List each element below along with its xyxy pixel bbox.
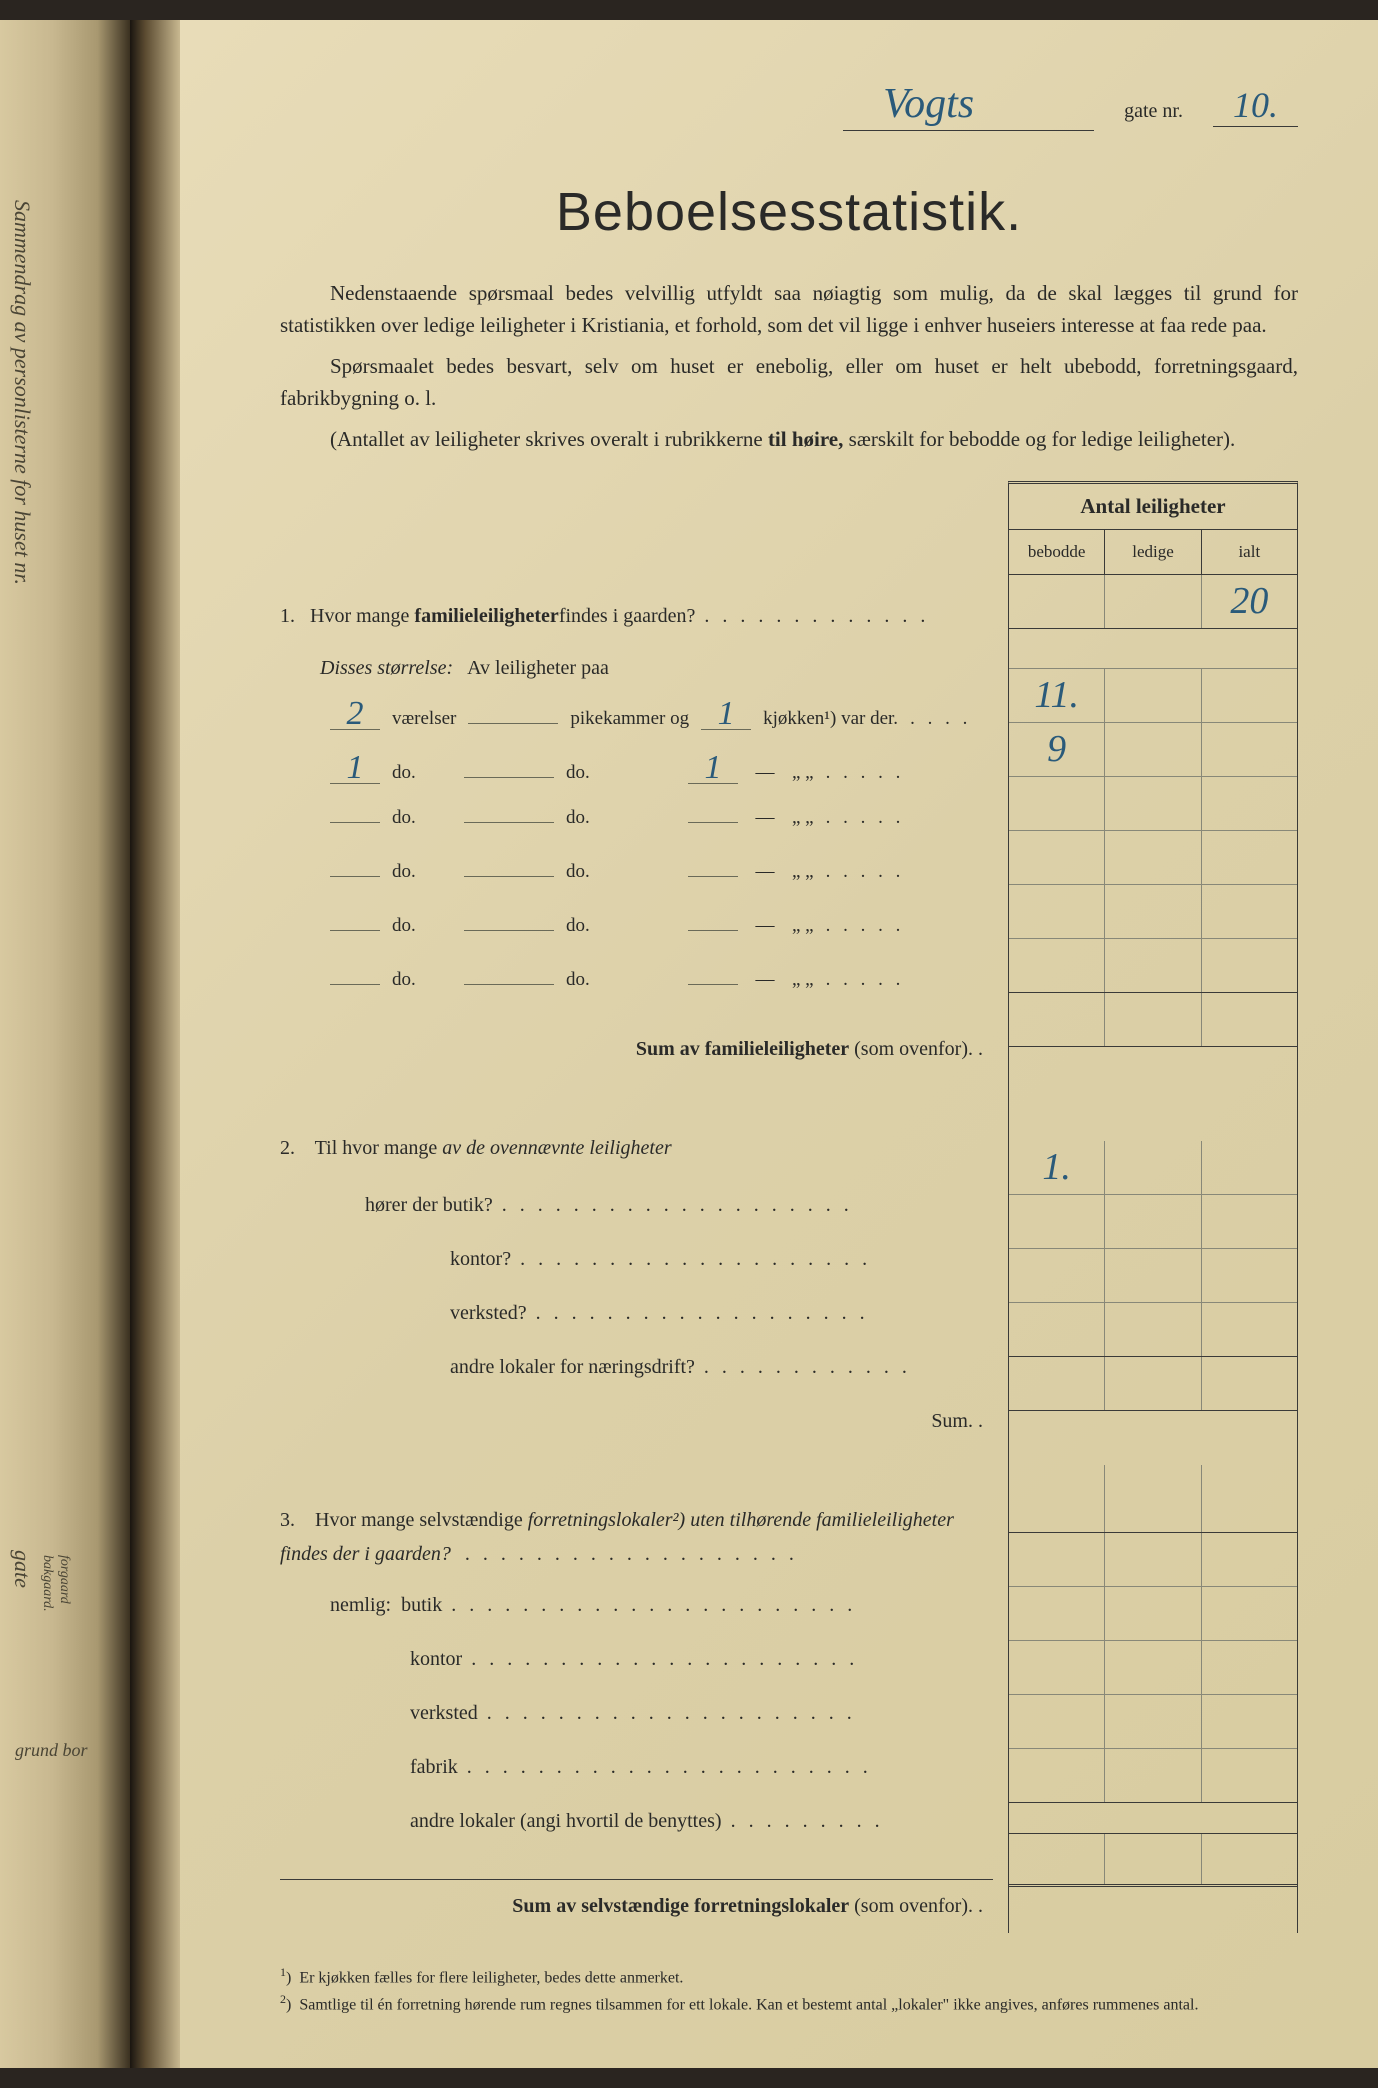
ans-q2-r3 bbox=[1009, 1249, 1297, 1303]
q1-row-4: do. do. — „ „. . . . . bbox=[330, 861, 993, 915]
ans-q1-r4 bbox=[1009, 831, 1297, 885]
footnote-2: 2) Samtlige til én forretning hørende ru… bbox=[280, 1990, 1298, 2017]
ans-q1-r3 bbox=[1009, 777, 1297, 831]
q1-disses: Disses størrelse: Av leiligheter paa bbox=[320, 651, 993, 691]
q3-row-5: andre lokaler (angi hvortil de benyttes)… bbox=[410, 1795, 993, 1849]
ans-q1-sum bbox=[1009, 993, 1297, 1047]
question-3: 3. Hvor mange selvstændige forretningslo… bbox=[280, 1503, 993, 1571]
q1-row-2: 1 do. do. 1 — „ „ . . . . . bbox=[330, 753, 993, 807]
gate-label: gate nr. bbox=[1124, 100, 1183, 123]
form-body: 1. Hvor mange familieleiligheter findes … bbox=[280, 481, 1298, 1933]
form-title: Beboelsesstatistik. bbox=[280, 181, 1298, 243]
intro-p3: (Antallet av leiligheter skrives overalt… bbox=[280, 424, 1298, 456]
book-spine: Sammendrag av personlisterne for huset n… bbox=[0, 20, 130, 2068]
questions-column: 1. Hvor mange familieleiligheter findes … bbox=[280, 481, 1008, 1933]
form-page: Vogts gate nr. 10. Beboelsesstatistik. N… bbox=[180, 20, 1378, 2068]
question-1: 1. Hvor mange familieleiligheter findes … bbox=[280, 589, 993, 643]
q3-row-4: fabrik . . . . . . . . . . . . . . . . .… bbox=[410, 1741, 993, 1795]
footnotes: 1) Er kjøkken fælles for flere leilighet… bbox=[280, 1963, 1298, 2018]
ans-q3-r5 bbox=[1009, 1749, 1297, 1803]
q2-row-3: verksted? . . . . . . . . . . . . . . . … bbox=[450, 1287, 993, 1341]
ans-q2-sum bbox=[1009, 1357, 1297, 1411]
ans-q2-r4 bbox=[1009, 1303, 1297, 1357]
q2-row-2: kontor? . . . . . . . . . . . . . . . . … bbox=[450, 1233, 993, 1287]
spine-text-1: Sammendrag av personlisterne for huset n… bbox=[9, 200, 35, 585]
page-gutter bbox=[130, 20, 180, 2068]
q3-row-1: nemlig: butik . . . . . . . . . . . . . … bbox=[330, 1579, 993, 1633]
table-title: Antal leiligheter bbox=[1009, 484, 1297, 530]
ans-q3-head bbox=[1009, 1465, 1297, 1533]
col-bebodde: bebodde bbox=[1009, 530, 1105, 574]
ans-q1-r1: 11. bbox=[1009, 669, 1297, 723]
ans-q1-total: 20 bbox=[1009, 575, 1297, 629]
ans-q2-r1: 1. bbox=[1009, 1141, 1297, 1195]
q3-sum: Sum av selvstændige forretningslokaler (… bbox=[280, 1879, 993, 1933]
q2-sum: Sum. . bbox=[280, 1395, 993, 1449]
spine-bottom-text: grund bor bbox=[15, 1740, 88, 1761]
ans-q3-r4 bbox=[1009, 1695, 1297, 1749]
answer-table: Antal leiligheter bebodde ledige ialt 20… bbox=[1008, 481, 1298, 1933]
q1-sum: Sum av familieleiligheter (som ovenfor).… bbox=[280, 1023, 993, 1077]
col-ledige: ledige bbox=[1105, 530, 1201, 574]
question-2: 2. Til hvor mange av de ovennævnte leili… bbox=[280, 1131, 993, 1171]
ans-q3-r3 bbox=[1009, 1641, 1297, 1695]
q1-row-3: do. do. — „ „. . . . . bbox=[330, 807, 993, 861]
q3-row-3: verksted . . . . . . . . . . . . . . . .… bbox=[410, 1687, 993, 1741]
ans-q1-r5 bbox=[1009, 885, 1297, 939]
spine-text-2: gate bbox=[9, 1550, 35, 1588]
spine-small-text: forgaardbakgaard. bbox=[38, 1555, 72, 1612]
q1-row-6: do. do. — „ „. . . . . bbox=[330, 969, 993, 1023]
footnote-1: 1) Er kjøkken fælles for flere leilighet… bbox=[280, 1963, 1298, 1990]
q2-row-4: andre lokaler for næringsdrift? . . . . … bbox=[450, 1341, 993, 1395]
ans-q3-sum bbox=[1009, 1833, 1297, 1887]
q1-row-1: 2 værelser pikekammer og 1 kjøkken¹) var… bbox=[330, 699, 993, 753]
q3-row-2: kontor . . . . . . . . . . . . . . . . .… bbox=[410, 1633, 993, 1687]
ans-q2-r2 bbox=[1009, 1195, 1297, 1249]
intro-p1: Nedenstaaende spørsmaal bedes velvillig … bbox=[280, 278, 1298, 341]
header-address: Vogts gate nr. 10. bbox=[280, 80, 1298, 131]
col-ialt: ialt bbox=[1202, 530, 1297, 574]
ans-q3-r2 bbox=[1009, 1587, 1297, 1641]
ans-q1-r6 bbox=[1009, 939, 1297, 993]
q2-row-1: hører der butik? . . . . . . . . . . . .… bbox=[365, 1179, 993, 1233]
gate-number-handwritten: 10. bbox=[1213, 84, 1298, 127]
ans-q3-r1 bbox=[1009, 1533, 1297, 1587]
ans-q1-r2: 9 bbox=[1009, 723, 1297, 777]
table-columns: bebodde ledige ialt bbox=[1009, 530, 1297, 575]
street-name-handwritten: Vogts bbox=[843, 80, 1094, 131]
intro-p2: Spørsmaalet bedes besvart, selv om huset… bbox=[280, 351, 1298, 414]
q1-row-5: do. do. — „ „. . . . . bbox=[330, 915, 993, 969]
